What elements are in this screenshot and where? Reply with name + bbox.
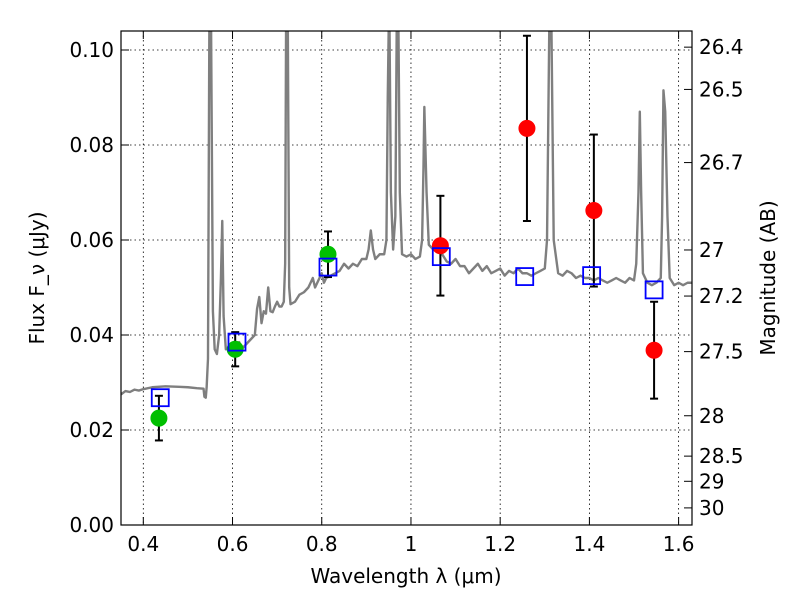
y-tick-label: 0.08 [69,133,114,157]
model-square [150,388,170,408]
right-axis-label: Magnitude (AB) [756,200,780,355]
x-tick-label: 1.4 [573,532,605,556]
green-data-point [319,245,337,263]
model-square [515,267,535,286]
ticks: 0.4 0.6 0.8 1 1.2 1.4 1.6 0.00 0.02 0.04 0.06 0.08 0… [69,31,744,556]
right-tick-label: 28 [699,404,724,428]
y-tick-label: 0.10 [69,38,114,62]
model-square [227,332,247,352]
green-data-point [150,409,168,427]
right-tick-label: 26.5 [699,77,744,101]
x-tick-label: 1 [405,532,418,556]
red-data-point [431,237,449,255]
data-layer [121,31,692,442]
model-square [431,247,451,267]
x-tick-label: 0.4 [127,532,159,556]
x-tick-label: 0.6 [217,532,249,556]
right-tick-label: 27.5 [699,340,744,364]
red-data-point [585,202,603,220]
x-tick-label: 1.2 [484,532,516,556]
y-tick-label: 0.02 [69,418,114,442]
right-tick-label: 29 [699,469,724,493]
right-tick-label: 30 [699,496,724,520]
y-tick-label: 0.06 [69,228,114,252]
red-data-point [645,341,663,359]
y-axis-label: Flux F_ν (μJy) [25,211,49,344]
right-tick-label: 26.4 [699,35,744,59]
model-square [644,280,664,300]
right-tick-label: 27.2 [699,284,744,308]
x-tick-label: 0.8 [306,532,338,556]
right-tick-label: 27 [699,238,724,262]
model-square [582,266,602,286]
plot-frame [120,30,693,526]
right-tick-label: 26.7 [699,151,744,175]
right-tick-label: 28.5 [699,444,744,468]
x-axis-label: Wavelength λ (μm) [310,564,501,588]
red-data-point [518,119,536,137]
y-tick-label: 0.00 [69,513,114,537]
y-tick-label: 0.04 [69,323,114,347]
green-data-point [226,340,244,358]
x-tick-label: 1.6 [663,532,695,556]
model-square [318,257,338,277]
